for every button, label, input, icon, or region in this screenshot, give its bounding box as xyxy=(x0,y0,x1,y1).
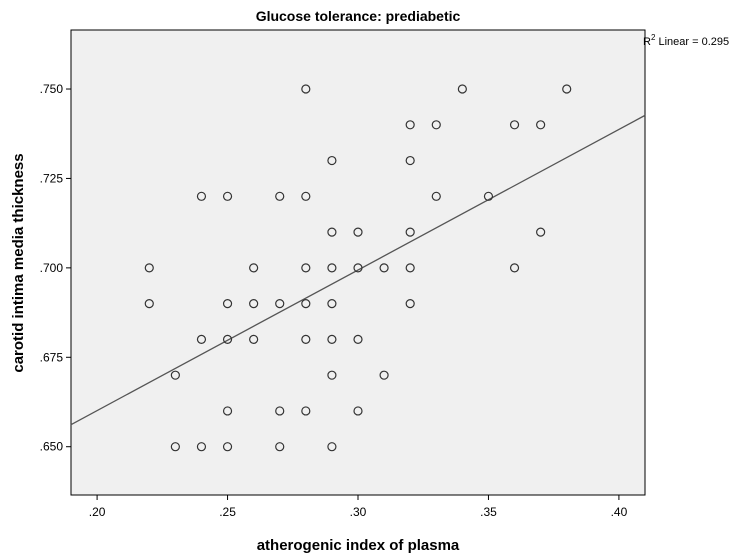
data-point xyxy=(562,84,572,94)
data-point xyxy=(275,442,285,452)
data-point xyxy=(405,227,415,237)
data-point xyxy=(196,334,207,345)
fit-line-group xyxy=(70,114,646,426)
data-point xyxy=(301,84,311,94)
y-tick-label: .725 xyxy=(40,171,64,185)
data-point xyxy=(144,299,154,309)
data-point xyxy=(222,334,233,345)
data-point xyxy=(483,191,494,201)
x-axis-label: atherogenic index of plasma xyxy=(257,537,460,554)
data-point xyxy=(222,191,233,201)
data-point xyxy=(327,442,337,452)
plot-area xyxy=(70,29,646,496)
data-point xyxy=(457,84,467,94)
y-tick-label: .650 xyxy=(40,440,64,454)
data-point xyxy=(301,299,311,309)
data-point xyxy=(327,155,337,166)
data-point xyxy=(275,191,285,201)
data-point xyxy=(301,406,311,416)
data-point xyxy=(327,370,337,380)
data-point xyxy=(249,263,259,273)
data-point xyxy=(327,227,337,237)
x-tick-label: .25 xyxy=(219,505,236,519)
data-point xyxy=(379,370,389,380)
data-point xyxy=(405,120,415,130)
data-point xyxy=(222,406,233,416)
data-points xyxy=(144,84,572,452)
data-point xyxy=(275,299,285,309)
x-tick-label: .20 xyxy=(89,505,106,519)
x-tick-label: .40 xyxy=(611,505,628,519)
data-point xyxy=(144,263,154,273)
data-point xyxy=(327,334,337,345)
data-point xyxy=(405,263,415,273)
data-point xyxy=(170,370,180,380)
data-point xyxy=(249,299,259,309)
data-point xyxy=(249,334,259,345)
y-axis-label: carotid intima media thickness xyxy=(10,153,27,372)
data-point xyxy=(405,299,415,309)
data-point xyxy=(275,406,285,416)
y-tick-label: .750 xyxy=(40,82,64,96)
data-point xyxy=(509,120,520,130)
data-point xyxy=(327,263,337,273)
data-point xyxy=(222,299,233,309)
data-point xyxy=(431,191,441,201)
data-point xyxy=(196,442,207,452)
x-tick-label: .30 xyxy=(350,505,367,519)
x-axis-ticks: .20 .25 .30 .35 .40 xyxy=(89,495,628,519)
chart-title: Glucose tolerance: prediabetic xyxy=(256,8,461,24)
fit-line xyxy=(70,114,646,426)
data-point xyxy=(536,227,546,237)
data-point xyxy=(222,442,233,452)
r-squared-label: R2 Linear = 0.295 xyxy=(643,33,729,48)
data-point xyxy=(405,155,415,166)
data-point xyxy=(536,120,546,130)
data-point xyxy=(353,334,363,345)
data-point xyxy=(353,227,363,237)
data-point xyxy=(353,406,363,416)
y-tick-label: .675 xyxy=(40,350,64,364)
data-point xyxy=(431,120,441,130)
data-point xyxy=(301,334,311,345)
data-point xyxy=(327,299,337,309)
data-point xyxy=(509,263,520,273)
data-point xyxy=(301,191,311,201)
data-point xyxy=(196,191,207,201)
y-tick-label: .700 xyxy=(40,261,64,275)
data-point xyxy=(379,263,389,273)
data-point xyxy=(353,263,363,273)
data-point xyxy=(301,263,311,273)
data-point xyxy=(170,442,180,452)
x-tick-label: .35 xyxy=(480,505,497,519)
y-axis-ticks: .650 .675 .700 .725 .750 xyxy=(40,82,71,454)
